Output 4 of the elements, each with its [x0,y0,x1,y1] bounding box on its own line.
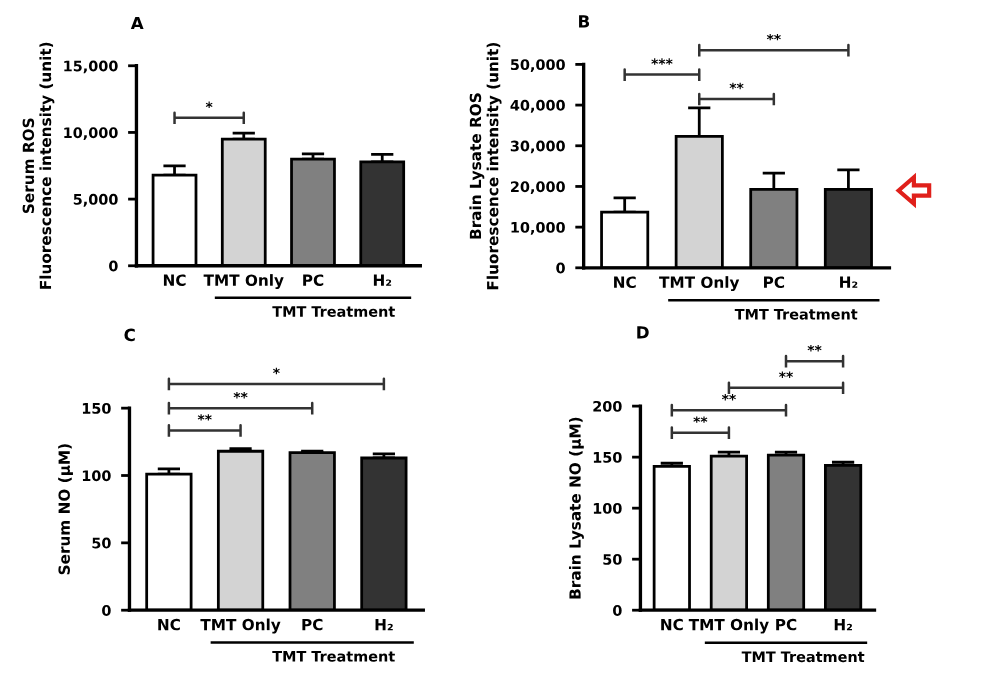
chart-title: A [130,16,144,30]
chart-title: D [637,326,649,339]
chart-title: C [124,328,135,342]
chart-title: B [579,15,590,28]
